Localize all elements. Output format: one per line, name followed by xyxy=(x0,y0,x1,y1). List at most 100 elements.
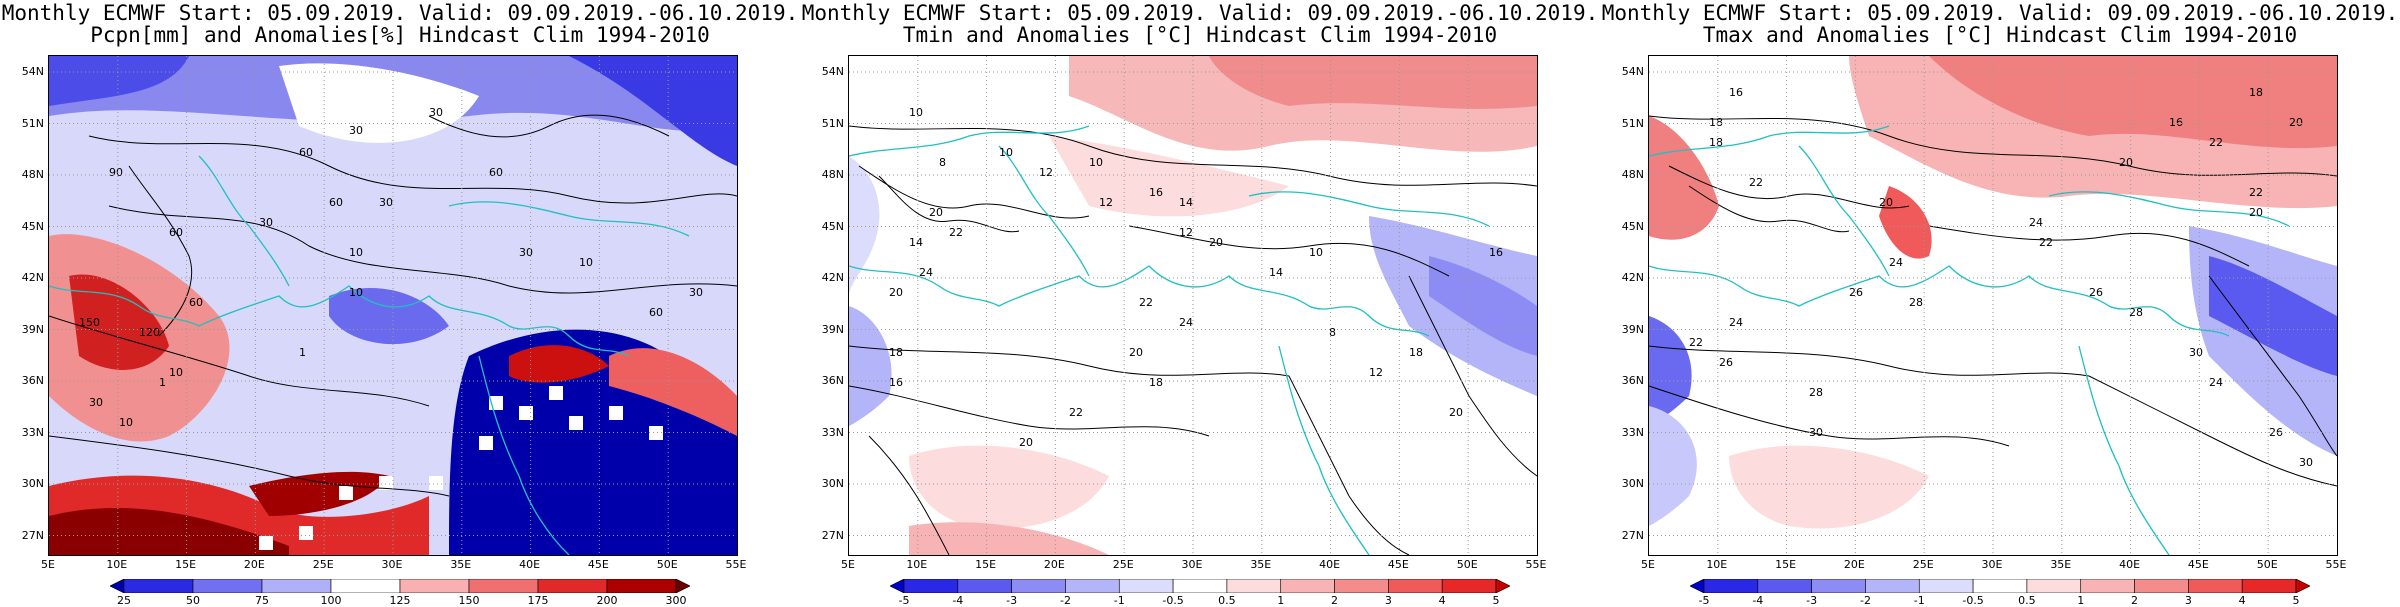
panel-tmin: Monthly ECMWF Start: 05.09.2019. Valid: … xyxy=(800,0,1600,607)
lat-tick-label: 42N xyxy=(1621,271,1644,284)
contour-label: 14 xyxy=(909,236,923,249)
contour-label: 30 xyxy=(2299,456,2313,469)
lat-tick-label: 36N xyxy=(821,374,844,387)
lon-tick-label: 5E xyxy=(1641,558,1655,571)
contour-label: 18 xyxy=(889,346,903,359)
field-northwest-dark xyxy=(49,56,189,106)
contour-label: 30 xyxy=(349,124,363,137)
lat-tick-label: 27N xyxy=(1621,528,1644,542)
colorbar-label: 50 xyxy=(186,594,200,607)
panel-title-line1: Monthly ECMWF Start: 05.09.2019. Valid: … xyxy=(1601,1,2399,25)
field-light-pink xyxy=(1049,136,1289,217)
colorbar-svg xyxy=(889,578,1511,594)
panel-title-line2: Tmax and Anomalies [°C] Hindcast Clim 19… xyxy=(1702,23,2298,47)
contour-label: 150 xyxy=(79,316,100,329)
contour-label: 18 xyxy=(1149,376,1163,389)
lon-tick-label: 10E xyxy=(1706,558,1728,571)
contour-label: 28 xyxy=(2129,306,2143,319)
lon-tick-label: 55E xyxy=(725,558,747,571)
colorbar-label: 125 xyxy=(389,594,411,607)
lon-tick-label: 15E xyxy=(175,558,197,571)
contour-label: 22 xyxy=(2039,236,2053,249)
contour-label: 16 xyxy=(1729,86,1743,99)
colorbar-swatch xyxy=(109,578,125,594)
lat-tick-label: 54N xyxy=(21,65,44,78)
contour-label: 14 xyxy=(1179,196,1193,209)
contour-label: 20 xyxy=(889,286,903,299)
colorbar-label: -3 xyxy=(1006,594,1018,607)
field-white-north xyxy=(279,63,479,143)
map-tmin: 10 8 10 12 10 12 16 14 20 22 24 20 18 16 14 12 20 22 24 20 1… xyxy=(849,56,1537,555)
colorbar-label: -0.5 xyxy=(1962,594,1984,607)
field-blue-east-core xyxy=(2209,256,2337,376)
lon-tick-label: 20E xyxy=(243,558,265,571)
colorbar-label: 300 xyxy=(665,594,687,607)
colorbar-swatch xyxy=(1865,578,1920,594)
coastlines xyxy=(49,155,690,555)
contour-label: 20 xyxy=(1449,406,1463,419)
contour-label: 12 xyxy=(1179,226,1193,239)
lon-tick-label: 50E xyxy=(656,558,678,571)
contour-label-group: 10 8 10 12 10 12 16 14 20 22 24 20 18 16 14 12 20 22 24 20 1… xyxy=(889,106,1503,449)
contour-label: 26 xyxy=(1719,356,1733,369)
contour-label: 26 xyxy=(2089,286,2103,299)
contour-label: 24 xyxy=(1179,316,1193,329)
colorbar-swatch xyxy=(1757,578,1812,594)
contour-label: 10 xyxy=(119,416,133,429)
lon-tick-label: 30E xyxy=(1181,558,1203,571)
lat-tick-label: 30N xyxy=(821,477,844,490)
contours xyxy=(849,125,1537,555)
field-red-balkans xyxy=(1879,186,1932,259)
contour-label: 60 xyxy=(169,226,183,239)
colorbar-label: 2 xyxy=(2131,594,2139,607)
contour-label: 10 xyxy=(909,106,923,119)
lon-tick-label: 35E xyxy=(1250,558,1272,571)
colorbar-swatch xyxy=(1388,578,1443,594)
contour-label: 18 xyxy=(1709,116,1723,129)
colorbar-label: -2 xyxy=(1059,594,1071,607)
colorbar-label: -0.5 xyxy=(1162,594,1184,607)
colorbar-swatch xyxy=(903,578,959,594)
colorbar-label: 4 xyxy=(2238,594,2246,607)
lat-tick-label: 39N xyxy=(821,322,844,336)
colorbar-label: 5 xyxy=(1492,594,1500,607)
colorbar-swatch xyxy=(192,578,263,594)
contour-label: 10 xyxy=(349,286,363,299)
contour-label: 90 xyxy=(109,166,123,179)
field-blue-iberia xyxy=(1649,316,1692,426)
contour-label: 18 xyxy=(1709,136,1723,149)
lat-tick-label: 39N xyxy=(1621,322,1644,336)
colorbar-label: -4 xyxy=(1752,594,1764,607)
contour-label: 20 xyxy=(2289,116,2303,129)
contour-label: 26 xyxy=(1849,286,1863,299)
map-tmax: 16 18 16 18 20 22 20 22 24 22 20 24 26 28 24 22 26 28 30 26… xyxy=(1649,56,2337,555)
lon-tick-label: 50E xyxy=(1456,558,1478,571)
lon-tick-label: 40E xyxy=(2119,558,2141,571)
contour-label: 24 xyxy=(1729,316,1743,329)
contour-label: 20 xyxy=(929,206,943,219)
contour-label: 10 xyxy=(169,366,183,379)
colorbar-swatch xyxy=(2080,578,2135,594)
panel-title-line1: Monthly ECMWF Start: 05.09.2019. Valid: … xyxy=(1,1,799,25)
contour-label: 120 xyxy=(139,326,160,339)
field-pink-africa xyxy=(1729,445,1929,529)
colorbar-label: 25 xyxy=(117,594,131,607)
contour-label: 8 xyxy=(1329,326,1336,339)
contour-label: 20 xyxy=(1209,236,1223,249)
lat-tick-label: 33N xyxy=(821,425,844,439)
map-frame: 30 60 90 30 60 30 60 10 30 10 1 10 60 120 150 30 10 1 60 30… xyxy=(48,55,738,556)
contour-label: 24 xyxy=(1889,256,1903,269)
lat-tick-label: 33N xyxy=(1621,425,1644,439)
contour-label: 20 xyxy=(2249,206,2263,219)
contour-label: 60 xyxy=(189,296,203,309)
colorbar-label: 175 xyxy=(527,594,549,607)
contour-label: 28 xyxy=(1809,386,1823,399)
contour-label: 22 xyxy=(949,226,963,239)
lat-tick-label: 51N xyxy=(1621,116,1644,130)
lon-tick-label: 45E xyxy=(2187,558,2209,571)
contour-label: 10 xyxy=(999,146,1013,159)
colorbar-swatch xyxy=(1703,578,1759,594)
field-lightblue-morocco xyxy=(1649,406,1697,526)
lon-tick-label: 30E xyxy=(1981,558,2003,571)
graticule xyxy=(49,56,737,555)
